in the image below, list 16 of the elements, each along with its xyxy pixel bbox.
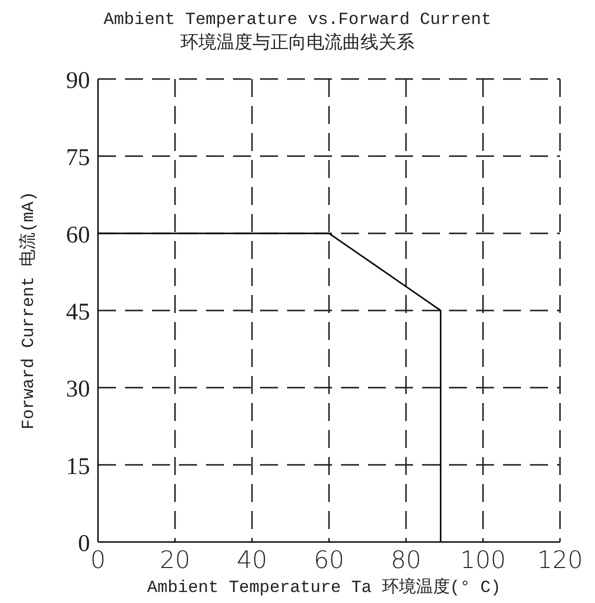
y-tick-label: 90: [66, 68, 90, 94]
x-tick-label: 100: [460, 546, 506, 574]
y-tick-label: 15: [66, 454, 90, 480]
y-axis-title: Forward Current 电流(mA): [18, 191, 39, 430]
x-tick-label: 60: [314, 546, 344, 574]
x-tick-label: 80: [390, 546, 422, 574]
x-axis-title: Ambient Temperature Ta 环境温度(° C): [147, 577, 501, 598]
x-tick-label: 20: [160, 546, 190, 574]
y-tick-label: 60: [66, 222, 90, 248]
x-tick-label: 40: [236, 546, 268, 574]
chart-title: Ambient Temperature vs.Forward Current: [104, 11, 492, 30]
chart-subtitle: 环境温度与正向电流曲线关系: [180, 32, 414, 54]
y-tick-label: 75: [66, 145, 90, 172]
y-tick-label: 30: [66, 376, 90, 403]
x-tick-label: 120: [537, 546, 583, 574]
y-tick-label: 45: [66, 300, 90, 326]
